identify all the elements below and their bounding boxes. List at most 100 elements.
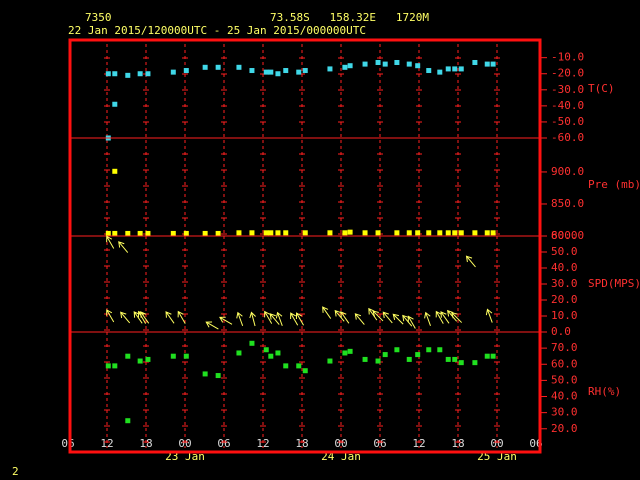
wind-arrow — [407, 315, 416, 329]
point — [458, 360, 464, 366]
point — [202, 230, 208, 236]
y-tick-label: -20.0 — [551, 67, 584, 80]
point — [283, 68, 289, 74]
wind-arrow — [465, 255, 476, 268]
point — [347, 229, 353, 235]
point — [437, 230, 443, 236]
point — [145, 356, 151, 362]
wind-arrow — [392, 313, 404, 325]
wind-arrow — [451, 311, 463, 323]
wind-arrow — [140, 311, 150, 324]
y-tick-label: 20.0 — [551, 293, 578, 306]
point — [437, 347, 443, 353]
wind-arrow — [133, 311, 143, 324]
point — [445, 230, 451, 236]
point — [415, 63, 421, 69]
point — [406, 230, 412, 236]
y-tick-label: 850.0 — [551, 197, 584, 210]
y-tick-label: 10.0 — [551, 309, 578, 322]
x-tick-label: 12 — [412, 437, 425, 450]
wind-arrow — [177, 310, 186, 324]
point — [215, 64, 221, 70]
wind-arrow — [354, 313, 365, 325]
y-axis-label: T(C) — [588, 82, 615, 95]
point — [137, 230, 143, 236]
point — [249, 230, 255, 236]
point — [327, 358, 333, 364]
point — [415, 352, 421, 358]
point — [249, 340, 255, 346]
wind-arrow — [440, 311, 450, 324]
point — [347, 348, 353, 354]
point — [375, 230, 381, 236]
wind-arrow — [334, 309, 345, 322]
point — [125, 230, 131, 236]
point — [302, 68, 308, 74]
point — [275, 350, 281, 356]
y-tick-label: 40.0 — [551, 390, 578, 403]
wind-arrow — [372, 310, 384, 322]
point — [275, 71, 281, 77]
point — [263, 230, 269, 236]
point — [112, 363, 118, 369]
wind-arrow — [368, 307, 378, 321]
point — [484, 353, 490, 359]
wind-arrow — [402, 314, 413, 327]
station: 7350 — [85, 11, 112, 24]
x-tick-label: 00 — [490, 437, 503, 450]
point — [183, 68, 189, 74]
y-tick-label: -40.0 — [551, 99, 584, 112]
point — [215, 373, 221, 379]
wind-arrow — [118, 241, 129, 253]
point — [236, 230, 242, 236]
x-tick-label: 06 — [217, 437, 230, 450]
point — [215, 230, 221, 236]
y-tick-label: 30.0 — [551, 406, 578, 419]
point — [268, 69, 274, 75]
point — [382, 352, 388, 358]
point — [394, 347, 400, 353]
point — [283, 363, 289, 369]
point — [202, 64, 208, 70]
location: 73.58S 158.32E 1720M — [270, 11, 429, 24]
frame — [68, 38, 542, 454]
point — [342, 230, 348, 236]
wind-arrow — [290, 312, 299, 326]
point — [302, 230, 308, 236]
y-tick-label: 60.0 — [551, 229, 578, 242]
point — [458, 230, 464, 236]
wind-arrow — [340, 311, 350, 324]
point — [105, 230, 111, 236]
y-tick-label: 50.0 — [551, 373, 578, 386]
point — [137, 71, 143, 77]
point — [426, 347, 432, 353]
point — [382, 61, 388, 67]
wind-arrow — [264, 310, 273, 324]
point — [445, 66, 451, 72]
point — [342, 64, 348, 70]
wind-arrow — [269, 313, 280, 325]
point — [125, 418, 131, 424]
x-tick-label: 00 — [334, 437, 347, 450]
x-tick-label: 18 — [139, 437, 152, 450]
point — [437, 69, 443, 75]
point — [458, 66, 464, 72]
wind-arrow — [106, 235, 115, 249]
wind-arrow — [435, 310, 444, 324]
point — [283, 230, 289, 236]
point — [263, 347, 269, 353]
x-tick-label: 12 — [256, 437, 269, 450]
y-tick-label: -30.0 — [551, 83, 584, 96]
point — [362, 356, 368, 362]
x-tick-label: 18 — [295, 437, 308, 450]
x-tick-label: 18 — [451, 437, 464, 450]
wind-arrow — [205, 321, 219, 330]
point — [375, 358, 381, 364]
point — [112, 71, 118, 77]
point — [112, 101, 118, 107]
point — [275, 230, 281, 236]
wind-arrow — [219, 316, 233, 325]
wind-arrow — [120, 311, 131, 324]
wind-arrow — [424, 311, 431, 326]
point — [490, 353, 496, 359]
